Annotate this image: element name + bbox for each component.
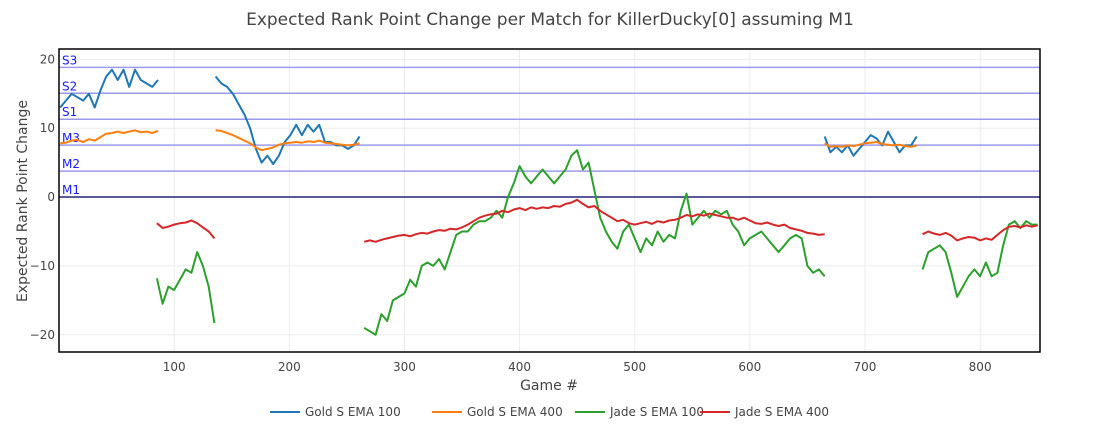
x-tick-label: 100 <box>163 360 186 374</box>
y-axis-ticks: −20 −10 0 10 20 <box>30 52 55 341</box>
legend-label: Jade S EMA 100 <box>609 405 704 419</box>
legend-item-jade-s-ema-100: Jade S EMA 100 <box>575 405 704 419</box>
legend-item-gold-s-ema-100: Gold S EMA 100 <box>270 405 401 419</box>
x-tick-label: 500 <box>623 360 646 374</box>
reference-label-m2: M2 <box>62 157 80 171</box>
y-tick-label: −10 <box>30 259 55 273</box>
series-line-gold-s-ema-100 <box>214 75 361 165</box>
reference-label-s2: S2 <box>62 79 77 93</box>
series-line-jade-s-ema-400 <box>363 198 825 243</box>
series-line-gold-s-ema-400 <box>215 129 360 152</box>
reference-label-m1: M1 <box>62 183 80 197</box>
series-line-jade-s-ema-100 <box>155 251 216 324</box>
plot-frame <box>58 48 1041 353</box>
series-line-gold-s-ema-100 <box>59 68 159 109</box>
x-tick-label: 300 <box>393 360 416 374</box>
series-line-jade-s-ema-400 <box>922 224 1038 242</box>
legend-label: Gold S EMA 100 <box>305 405 401 419</box>
series-line-jade-s-ema-100 <box>921 220 1038 298</box>
x-tick-label: 400 <box>508 360 531 374</box>
series-line-jade-s-ema-100 <box>363 149 826 336</box>
x-tick-label: 600 <box>738 360 761 374</box>
series-line-gold-s-ema-400 <box>824 141 918 148</box>
series-lines <box>59 68 1038 336</box>
y-tick-label: 20 <box>40 52 55 66</box>
y-tick-label: 0 <box>47 190 55 204</box>
x-axis-ticks: 100 200 300 400 500 600 700 800 <box>163 360 992 374</box>
y-tick-label: 10 <box>40 121 55 135</box>
chart-title: Expected Rank Point Change per Match for… <box>246 10 854 30</box>
series-line-gold-s-ema-400 <box>60 129 159 145</box>
legend: Gold S EMA 100 Gold S EMA 400 Jade S EMA 1… <box>270 405 829 419</box>
legend-label: Gold S EMA 400 <box>467 405 563 419</box>
gridlines <box>59 49 1040 352</box>
series-line-jade-s-ema-400 <box>156 219 216 240</box>
y-tick-label: −20 <box>30 328 55 342</box>
legend-item-gold-s-ema-400: Gold S EMA 400 <box>432 405 563 419</box>
series-line-gold-s-ema-100 <box>823 130 918 157</box>
legend-item-jade-s-ema-400: Jade S EMA 400 <box>700 405 829 419</box>
x-tick-label: 700 <box>854 360 877 374</box>
legend-label: Jade S EMA 400 <box>734 405 829 419</box>
x-tick-label: 200 <box>278 360 301 374</box>
reference-label-s1: S1 <box>62 105 77 119</box>
x-tick-label: 800 <box>969 360 992 374</box>
y-axis-label: Expected Rank Point Change <box>15 100 31 302</box>
reference-label-s3: S3 <box>62 53 77 67</box>
x-axis-label: Game # <box>520 378 578 394</box>
